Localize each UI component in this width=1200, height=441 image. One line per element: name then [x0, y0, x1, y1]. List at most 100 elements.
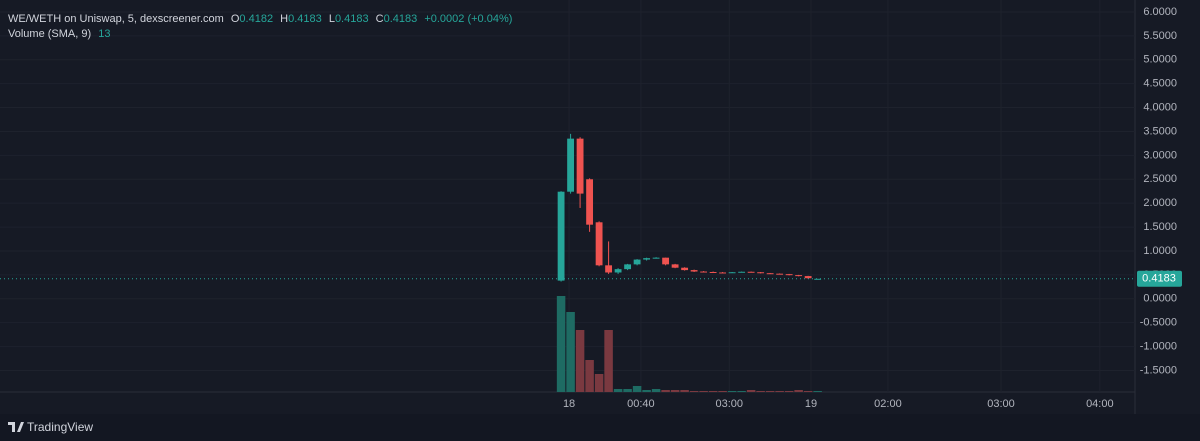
x-tick-label: 02:00	[874, 398, 902, 410]
candle-body	[709, 272, 717, 274]
volume-bar	[642, 390, 651, 392]
volume-bar	[566, 312, 575, 392]
footer	[0, 414, 1200, 441]
high-label: H	[280, 13, 288, 25]
candle-body	[814, 278, 822, 280]
y-tick-label: -1.5000	[1140, 364, 1177, 376]
candle-body	[614, 269, 622, 273]
volume-bar	[813, 391, 822, 392]
volume-bar	[746, 390, 756, 392]
low-label: L	[329, 13, 335, 25]
y-tick-label: 1.5000	[1143, 221, 1177, 233]
volume-bar	[680, 390, 689, 392]
candle-body	[586, 179, 594, 225]
candle-body	[776, 273, 784, 275]
y-tick-label: 4.0000	[1143, 101, 1177, 113]
y-tick-label: 0.0000	[1143, 293, 1177, 305]
last-price-label: 0.4183	[1142, 273, 1176, 285]
labels: 6.0000 5.5000 5.0000 4.5000 4.0000 3.5000 3.00…	[563, 6, 1182, 410]
candle-body	[557, 191, 565, 281]
x-tick-label: 03:00	[716, 398, 744, 410]
candle-body	[605, 265, 613, 273]
x-tick-label: 00:40	[627, 398, 655, 410]
y-tick-label: 1.0000	[1143, 245, 1177, 257]
volume-bar	[623, 389, 632, 392]
candle-body	[662, 257, 670, 265]
x-tick-label: 19	[805, 398, 817, 410]
brand-logo	[8, 422, 24, 432]
volume-bar	[718, 391, 727, 392]
y-tick-label: 6.0000	[1143, 6, 1177, 18]
volume-bar	[661, 390, 670, 392]
y-tick-label: 5.5000	[1143, 30, 1177, 42]
volume-bar	[613, 389, 623, 392]
y-tick-label: 4.5000	[1143, 78, 1177, 90]
candle-body	[633, 259, 641, 265]
candle-body	[643, 258, 651, 260]
volume-bar	[775, 391, 784, 392]
candle-body	[624, 264, 632, 270]
volume-bar	[756, 391, 765, 392]
open-value: 0.4182	[239, 13, 273, 25]
x-tick-label: 03:00	[987, 398, 1015, 410]
brand-name: TradingView	[27, 420, 93, 434]
volume-bar	[594, 374, 604, 392]
candle-body	[681, 267, 689, 271]
volume-bar	[604, 330, 613, 392]
candle-body	[728, 272, 736, 274]
marks	[0, 133, 1135, 392]
volume-bar	[765, 391, 775, 392]
volume-value: 13	[98, 28, 110, 40]
y-tick-label: 2.0000	[1143, 197, 1177, 209]
high-value: 0.4183	[288, 13, 322, 25]
volume-bar	[575, 330, 585, 392]
candle-body	[747, 271, 755, 273]
candle-body	[719, 272, 727, 274]
close-value: 0.4183	[384, 13, 418, 25]
close-label: C	[376, 13, 384, 25]
volume-bar	[737, 391, 746, 392]
candle-body	[700, 271, 708, 273]
candle-body	[576, 138, 584, 194]
candle-body	[595, 222, 603, 266]
candle-body	[567, 138, 575, 192]
volume-bar	[794, 390, 803, 392]
candle-body	[690, 270, 698, 272]
title: WE/WETH on Uniswap, 5, dexscreener.com	[8, 13, 224, 25]
low-value: 0.4183	[335, 13, 369, 25]
volume-bar	[670, 390, 680, 392]
y-tick-label: 3.0000	[1143, 149, 1177, 161]
volume-bar	[708, 391, 718, 392]
candle-body	[671, 264, 679, 268]
volume-bar	[632, 386, 642, 392]
y-tick-label: 5.0000	[1143, 54, 1177, 66]
y-tick-label: -0.5000	[1140, 317, 1177, 329]
volume-bar	[784, 391, 794, 392]
volume-bar	[556, 296, 566, 392]
volume-bar	[803, 391, 813, 392]
volume-bar	[689, 391, 699, 392]
last-price-tag	[1137, 270, 1182, 287]
y-tick-label: 3.5000	[1143, 125, 1177, 137]
candle-body	[652, 257, 660, 259]
x-tick-label: 18	[563, 398, 575, 410]
legend: WE/WETH on Uniswap, 5, dexscreener.com O…	[8, 13, 512, 25]
volume-bar	[727, 391, 737, 392]
y-tick-label: -1.0000	[1140, 340, 1177, 352]
brand: TradingView	[8, 420, 93, 434]
candle-body	[804, 276, 812, 279]
change: +0.0002 (+0.04%)	[424, 13, 512, 25]
y-tick-label: 2.5000	[1143, 173, 1177, 185]
candle-body	[738, 271, 746, 273]
candle-body	[795, 275, 803, 277]
candle-body	[785, 274, 793, 276]
volume-bar	[651, 389, 661, 392]
volume-legend: Volume (SMA, 9) 13	[8, 28, 110, 40]
volume-label: Volume (SMA, 9)	[8, 28, 91, 40]
x-tick-label: 04:00	[1086, 398, 1114, 410]
candle-body	[757, 272, 765, 274]
volume-bar	[585, 360, 594, 392]
candle-body	[766, 273, 774, 275]
open-label: O	[231, 13, 240, 25]
